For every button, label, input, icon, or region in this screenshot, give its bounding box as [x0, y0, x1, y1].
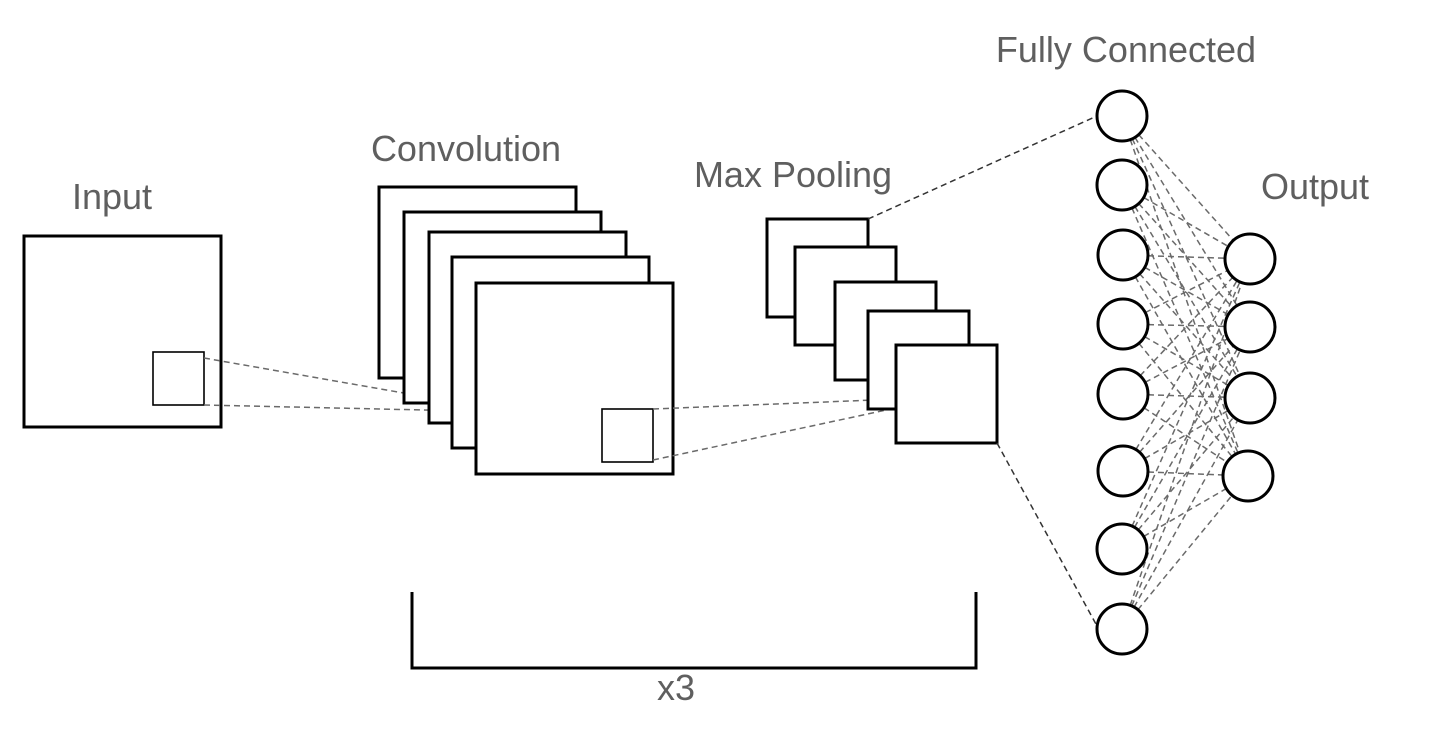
output-neuron: [1223, 300, 1277, 354]
fully-connected-neuron: [1096, 367, 1150, 421]
dense-connection-line: [1144, 266, 1229, 316]
fully-connected-neuron: [1095, 89, 1149, 143]
dense-connection-line: [1144, 269, 1229, 314]
dense-connection-line: [1129, 282, 1243, 606]
dense-connection-line: [1144, 335, 1229, 387]
dense-connection-line: [1138, 345, 1235, 453]
input-label: Input: [72, 176, 152, 217]
fully-connected-neuron: [1095, 602, 1149, 656]
input-receptive-field: [152, 351, 205, 406]
dense-connection-line: [1131, 281, 1241, 527]
convolution-pooling-window: [601, 408, 654, 463]
output-label: Output: [1261, 166, 1369, 207]
dense-connection-line: [1147, 471, 1224, 476]
output-neuron: [1223, 232, 1277, 286]
dense-connection-line: [1139, 276, 1234, 377]
input-layer: [22, 234, 223, 429]
dense-connection-line: [1138, 134, 1234, 241]
dense-connection-line: [1143, 196, 1229, 248]
dense-connection-line: [1133, 419, 1239, 608]
dense-connection-line: [1134, 276, 1237, 455]
dense-connection-line: [1131, 207, 1239, 454]
dense-connection-line: [1147, 323, 1226, 328]
max-pooling-layer: [765, 217, 999, 445]
fully-connected-neuron: [1096, 297, 1150, 351]
dense-connection-line: [1134, 206, 1238, 377]
dense-connection-line: [1144, 409, 1229, 460]
convolution-label: Convolution: [371, 128, 561, 169]
convolution-layer: [377, 185, 675, 476]
output-neuron: [1221, 449, 1275, 503]
dense-connection-line: [1139, 273, 1234, 380]
repeat-bracket: [410, 592, 978, 670]
pooled-feature-map: [894, 343, 999, 445]
convolution-feature-map: [474, 281, 675, 476]
dense-connection-line: [1144, 338, 1229, 383]
dense-connections: [1129, 134, 1243, 611]
dense-connection-line: [1138, 203, 1234, 309]
fully-connected-neuron: [1096, 444, 1150, 498]
dense-connection-line: [1129, 139, 1241, 453]
fully-connected-label: Fully Connected: [996, 29, 1256, 70]
fully-connected-neuron: [1095, 522, 1149, 576]
dense-connection-line: [1143, 407, 1228, 463]
fully-connected-layer: [1095, 89, 1150, 656]
dense-connection-line: [1137, 416, 1235, 531]
dense-connection-line: [1147, 255, 1226, 259]
output-neuron: [1223, 371, 1277, 425]
dense-connection-line: [1131, 138, 1241, 376]
repeat-label: x3: [657, 667, 695, 708]
dense-connection-line: [1147, 394, 1226, 398]
output-layer: [1221, 232, 1277, 503]
pooling-to-dense-connections: [867, 115, 1098, 627]
max-pooling-label: Max Pooling: [694, 154, 892, 195]
dense-connection-line: [1134, 136, 1238, 307]
fully-connected-neuron: [1096, 228, 1150, 282]
dense-connection-line: [1133, 348, 1239, 528]
dense-connection-line: [1135, 280, 1238, 450]
fully-connected-neuron: [1095, 158, 1149, 212]
dense-connection-line: [1137, 494, 1233, 611]
dense-connection-line: [1131, 349, 1241, 607]
